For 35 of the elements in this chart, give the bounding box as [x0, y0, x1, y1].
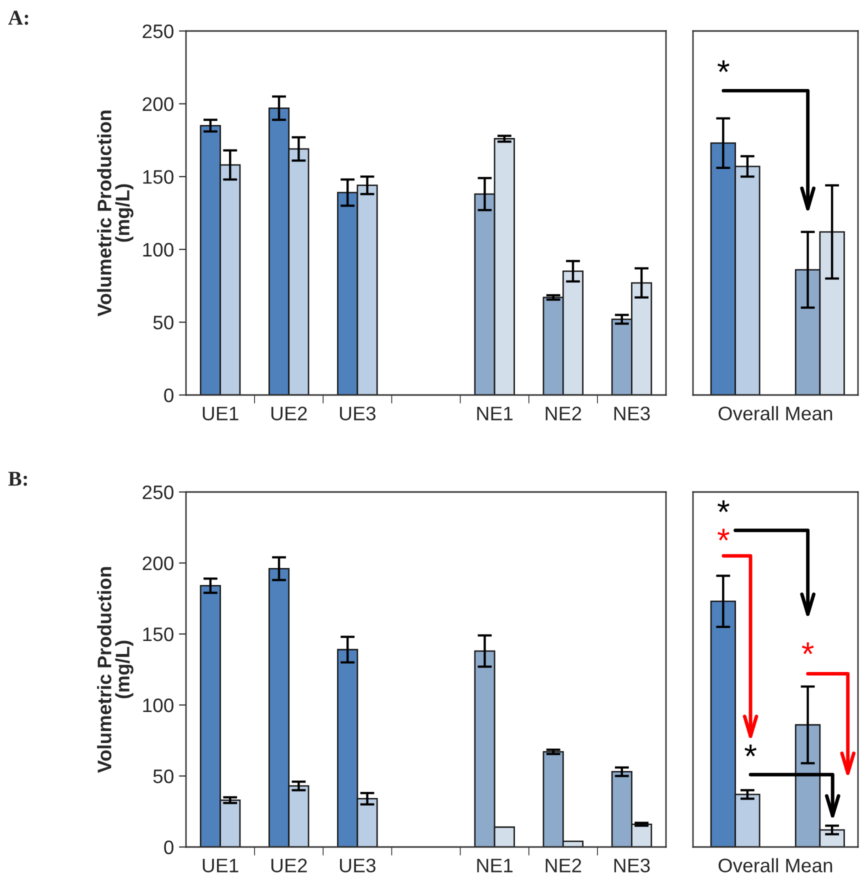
- text: A:: [8, 10, 28, 25]
- x-tick-label: UE3: [340, 406, 376, 420]
- x-tick-label: NE1: [477, 406, 513, 420]
- y-tick-label: 150: [143, 170, 174, 184]
- y-tick-label: 200: [142, 556, 174, 570]
- annotation: *: [802, 642, 814, 654]
- y-tick-label: 200: [142, 97, 174, 112]
- x-tick-label: NE2: [546, 858, 582, 872]
- x-tick-label: UE2: [271, 406, 307, 420]
- x-tick-label: NE1: [477, 858, 513, 872]
- y-tick-label: 100: [143, 242, 174, 257]
- y-tick-label: 0: [164, 388, 174, 402]
- x-tick-label: NE3: [614, 858, 650, 872]
- y-tick-label: 0: [164, 840, 174, 854]
- text: B:: [8, 472, 27, 486]
- x-tick-label: UE1: [202, 406, 238, 420]
- x-axis-title: Overall Mean: [718, 406, 832, 420]
- x-tick-label: UE2: [271, 858, 307, 872]
- x-tick-label: UE3: [340, 858, 376, 872]
- annotation: *: [718, 500, 730, 512]
- y-tick-label: 100: [143, 698, 174, 712]
- x-axis-title: Overall Mean: [718, 858, 832, 872]
- y-tick-label: 50: [153, 316, 174, 330]
- annotation: *: [718, 528, 730, 541]
- annotation: *: [718, 60, 730, 72]
- y-tick-label: 250: [142, 485, 174, 500]
- x-tick-label: NE3: [614, 406, 650, 420]
- x-tick-label: UE1: [202, 858, 238, 872]
- y-tick-label: 150: [143, 627, 174, 642]
- y-axis-title: Volumetric Production (mg/L): [97, 567, 134, 773]
- x-tick-label: NE2: [546, 406, 582, 420]
- y-tick-label: 50: [153, 769, 174, 784]
- annotation: *: [744, 744, 757, 756]
- y-axis-title: Volumetric Production (mg/L): [97, 110, 134, 316]
- y-tick-label: 250: [142, 24, 174, 38]
